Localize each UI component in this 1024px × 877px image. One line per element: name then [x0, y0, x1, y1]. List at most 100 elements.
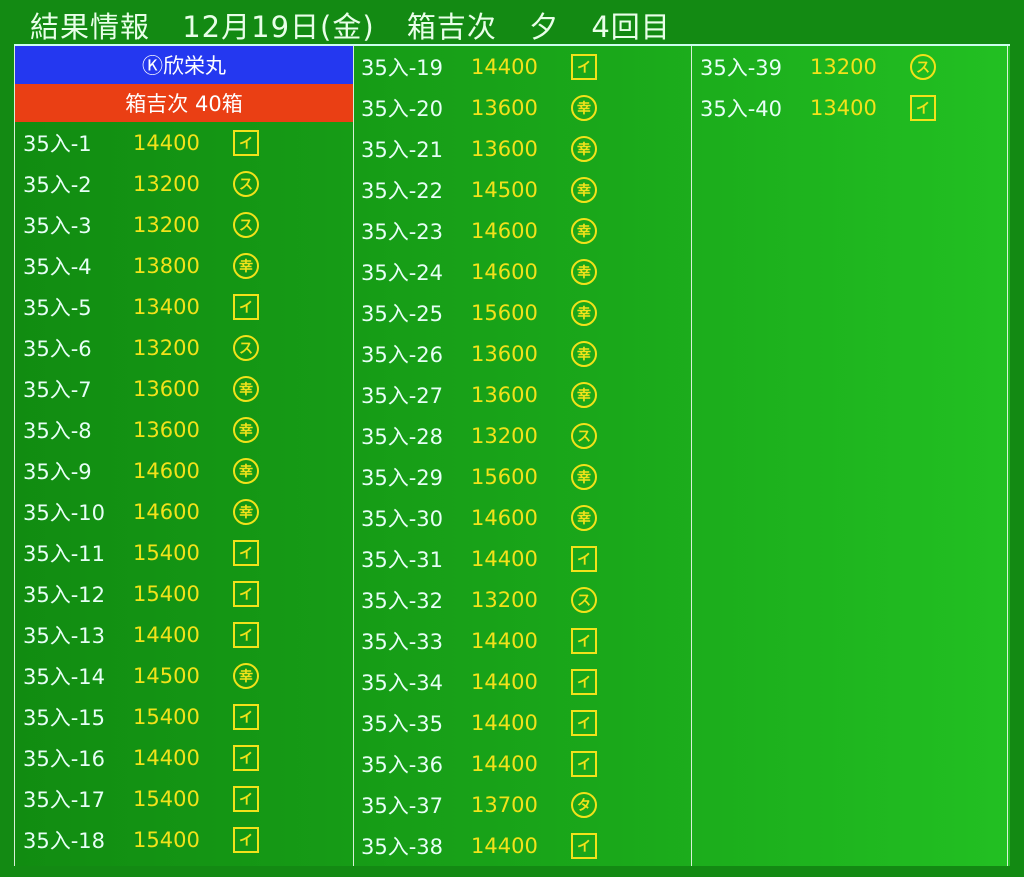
header-market: 箱吉次 [406, 10, 497, 44]
result-row: 35入-26 13600 幸 [353, 333, 691, 374]
lot-number: 35入-14 [23, 664, 106, 689]
lot-number: 35入-30 [361, 506, 444, 531]
lot-summary: 箱吉次 40箱 [15, 84, 353, 122]
lot-number: 35入-16 [23, 746, 106, 771]
result-row: 35入-5 13400 イ [15, 286, 353, 327]
lot-number: 35入-31 [361, 547, 444, 572]
result-row: 35入-18 15400 イ [15, 819, 353, 860]
price: 14400 [133, 622, 200, 647]
buyer-mark-icon: イ [571, 668, 597, 695]
price: 14600 [471, 259, 538, 284]
header: 結果情報 12月19日(金) 箱吉次 夕 4回目 [30, 4, 693, 44]
lot-number: 35入-12 [23, 582, 106, 607]
result-row: 35入-19 14400 イ [353, 46, 691, 87]
price: 13200 [471, 587, 538, 612]
lot-number: 35入-19 [361, 55, 444, 80]
price: 13600 [133, 417, 200, 442]
lot-number: 35入-8 [23, 418, 92, 443]
lot-number: 35入-35 [361, 711, 444, 736]
results-column-1: Ⓚ欣栄丸 箱吉次 40箱 35入-1 14400 イ 35入-2 13200 ス 35入-3… [14, 46, 354, 866]
price: 14400 [471, 751, 538, 776]
lot-number: 35入-1 [23, 131, 92, 156]
lot-number: 35入-5 [23, 295, 92, 320]
result-row: 35入-1 14400 イ [15, 122, 353, 163]
buyer-mark-icon: 幸 [571, 94, 597, 121]
result-row: 35入-6 13200 ス [15, 327, 353, 368]
lot-number: 35入-27 [361, 383, 444, 408]
result-row: 35入-37 13700 タ [353, 784, 691, 825]
result-row: 35入-24 14600 幸 [353, 251, 691, 292]
lot-number: 35入-40 [700, 96, 783, 121]
result-row: 35入-27 13600 幸 [353, 374, 691, 415]
result-row: 35入-8 13600 幸 [15, 409, 353, 450]
lot-number: 35入-20 [361, 96, 444, 121]
buyer-mark-icon: 幸 [233, 375, 259, 402]
buyer-mark-icon: ス [910, 53, 936, 80]
result-row: 35入-3 13200 ス [15, 204, 353, 245]
lot-number: 35入-11 [23, 541, 106, 566]
price: 14400 [471, 546, 538, 571]
price: 14600 [133, 499, 200, 524]
header-title: 結果情報 [30, 10, 151, 44]
price: 14600 [133, 458, 200, 483]
buyer-mark-icon: 幸 [233, 252, 259, 279]
lot-number: 35入-17 [23, 787, 106, 812]
result-row: 35入-33 14400 イ [353, 620, 691, 661]
buyer-mark-icon: イ [233, 621, 259, 648]
price: 15600 [471, 464, 538, 489]
buyer-mark-icon: イ [233, 539, 259, 566]
price: 14600 [471, 218, 538, 243]
lot-number: 35入-24 [361, 260, 444, 285]
lot-number: 35入-18 [23, 828, 106, 853]
price: 14400 [471, 54, 538, 79]
result-row: 35入-21 13600 幸 [353, 128, 691, 169]
result-row: 35入-10 14600 幸 [15, 491, 353, 532]
result-row: 35入-23 14600 幸 [353, 210, 691, 251]
price: 13600 [471, 95, 538, 120]
price: 15400 [133, 704, 200, 729]
price: 13400 [133, 294, 200, 319]
buyer-mark-icon: 幸 [571, 299, 597, 326]
buyer-mark-icon: 幸 [571, 217, 597, 244]
price: 13200 [133, 212, 200, 237]
buyer-mark-icon: イ [233, 293, 259, 320]
price: 13400 [810, 95, 877, 120]
buyer-mark-icon: ス [233, 211, 259, 238]
buyer-mark-icon: 幸 [233, 457, 259, 484]
buyer-mark-icon: 幸 [571, 340, 597, 367]
price: 14400 [471, 628, 538, 653]
buyer-mark-icon: イ [233, 826, 259, 853]
header-session: 夕 [529, 10, 560, 44]
boat-name: Ⓚ欣栄丸 [15, 46, 353, 84]
price: 14400 [133, 745, 200, 770]
buyer-mark-icon: イ [571, 750, 597, 777]
price: 14600 [471, 505, 538, 530]
lot-number: 35入-21 [361, 137, 444, 162]
price: 14400 [471, 669, 538, 694]
buyer-mark-icon: イ [233, 703, 259, 730]
buyer-mark-icon: イ [910, 94, 936, 121]
header-round: 4回目 [591, 10, 671, 44]
lot-number: 35入-4 [23, 254, 92, 279]
price: 15600 [471, 300, 538, 325]
buyer-mark-icon: 幸 [233, 662, 259, 689]
results-board: Ⓚ欣栄丸 箱吉次 40箱 35入-1 14400 イ 35入-2 13200 ス 35入-3… [14, 44, 1010, 866]
price: 15400 [133, 581, 200, 606]
result-row: 35入-38 14400 イ [353, 825, 691, 866]
price: 13600 [471, 382, 538, 407]
price: 13600 [133, 376, 200, 401]
result-row: 35入-35 14400 イ [353, 702, 691, 743]
buyer-mark-icon: イ [233, 129, 259, 156]
lot-number: 35入-2 [23, 172, 92, 197]
result-row: 35入-17 15400 イ [15, 778, 353, 819]
result-row: 35入-22 14500 幸 [353, 169, 691, 210]
results-column-3: 35入-39 13200 ス 35入-40 13400 イ [692, 46, 1008, 866]
result-row: 35入-9 14600 幸 [15, 450, 353, 491]
lot-number: 35入-23 [361, 219, 444, 244]
result-row: 35入-34 14400 イ [353, 661, 691, 702]
lot-number: 35入-13 [23, 623, 106, 648]
price: 15400 [133, 827, 200, 852]
result-row: 35入-13 14400 イ [15, 614, 353, 655]
result-row: 35入-4 13800 幸 [15, 245, 353, 286]
buyer-mark-icon: ス [233, 334, 259, 361]
